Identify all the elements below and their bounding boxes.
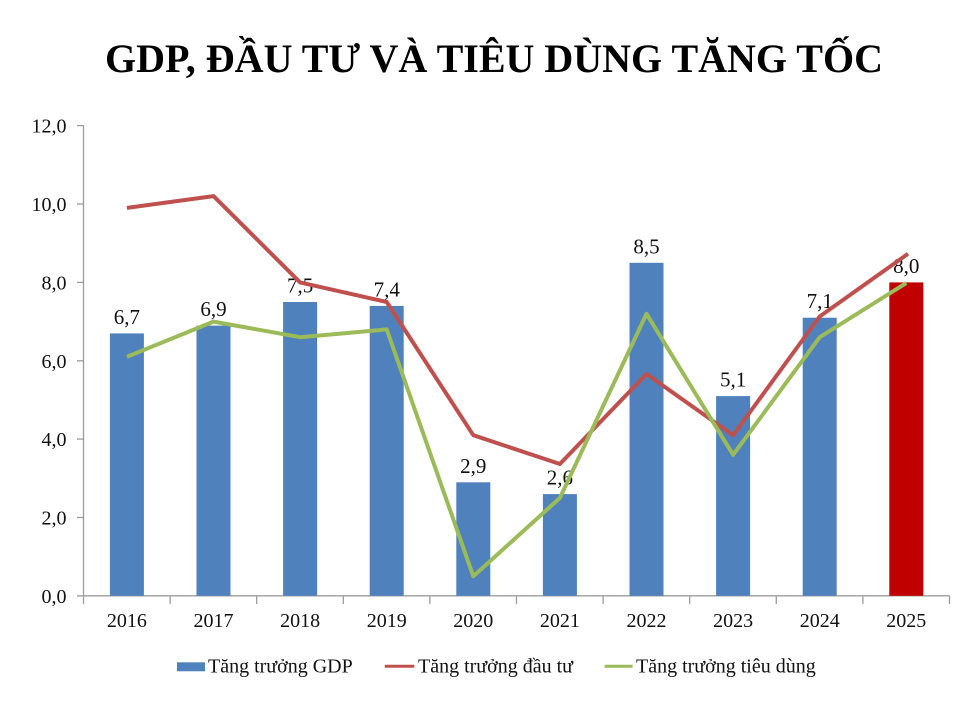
svg-text:0,0: 0,0 (42, 586, 67, 608)
svg-text:2019: 2019 (367, 610, 407, 632)
svg-text:2,9: 2,9 (460, 454, 486, 478)
svg-text:2016: 2016 (107, 610, 147, 632)
svg-text:Tăng trưởng tiêu dùng: Tăng trưởng tiêu dùng (636, 655, 816, 677)
svg-text:12,0: 12,0 (32, 116, 67, 138)
svg-text:10,0: 10,0 (32, 194, 67, 216)
svg-text:6,7: 6,7 (114, 305, 140, 329)
svg-text:2018: 2018 (280, 610, 320, 632)
svg-text:6,9: 6,9 (200, 297, 226, 321)
svg-text:2020: 2020 (453, 610, 493, 632)
svg-text:7,4: 7,4 (374, 277, 401, 301)
svg-text:2,0: 2,0 (42, 508, 67, 530)
svg-text:4,0: 4,0 (42, 429, 67, 451)
svg-text:2024: 2024 (800, 610, 840, 632)
svg-text:5,1: 5,1 (720, 368, 746, 392)
svg-text:8,0: 8,0 (893, 254, 919, 278)
svg-text:6,0: 6,0 (42, 351, 67, 373)
svg-text:2023: 2023 (713, 610, 753, 632)
svg-text:2022: 2022 (627, 610, 667, 632)
svg-text:8,0: 8,0 (42, 272, 67, 294)
svg-text:Tăng trưởng đầu tư: Tăng trưởng đầu tư (418, 655, 574, 677)
svg-text:Tăng trưởng GDP: Tăng trưởng GDP (208, 655, 353, 677)
svg-text:2017: 2017 (194, 610, 234, 632)
svg-text:8,5: 8,5 (633, 234, 659, 258)
svg-text:2025: 2025 (886, 610, 926, 632)
svg-text:2021: 2021 (540, 610, 580, 632)
